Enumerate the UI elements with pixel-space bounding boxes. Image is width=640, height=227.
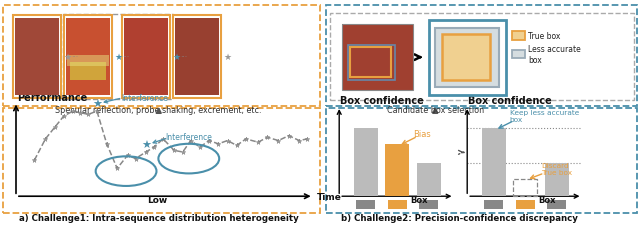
Text: Bias: Bias (413, 129, 431, 138)
Bar (326, 109, 637, 213)
Text: Performance: Performance (17, 93, 88, 103)
Bar (13, 16, 61, 99)
Bar (3, 6, 320, 107)
Bar (3, 109, 320, 213)
Text: b) Challenge2: Precision-confidence discrepancy: b) Challenge2: Precision-confidence disc… (341, 213, 578, 222)
Bar (342, 25, 413, 91)
Bar (512, 32, 525, 41)
Bar (547, 200, 566, 209)
Bar (122, 16, 170, 99)
Bar (512, 50, 525, 59)
Bar (67, 56, 109, 67)
Text: ★: ★ (141, 140, 151, 150)
Bar (388, 200, 407, 209)
Bar (342, 25, 413, 91)
Text: ···: ··· (180, 53, 188, 62)
Text: Less accurate
box: Less accurate box (528, 45, 580, 65)
Text: Discard
True box: Discard True box (541, 162, 572, 175)
Text: ···: ··· (71, 53, 79, 62)
Bar (482, 128, 506, 196)
Bar (175, 19, 219, 95)
Text: ★: ★ (223, 53, 231, 62)
Text: Interference: Interference (165, 133, 212, 142)
Text: Candidate box selection: Candidate box selection (387, 106, 484, 115)
Text: Specular reflection, probe shaking, excrement, etc.: Specular reflection, probe shaking, excr… (56, 106, 262, 115)
Text: Time: Time (317, 192, 342, 201)
Text: True box: True box (528, 32, 561, 41)
Text: Box confidence: Box confidence (468, 95, 552, 105)
Bar (173, 16, 221, 99)
Bar (417, 163, 441, 196)
Bar (330, 14, 634, 101)
Bar (435, 28, 499, 87)
Text: Box: Box (538, 195, 556, 204)
Bar (356, 200, 376, 209)
Text: ★: ★ (63, 53, 71, 62)
Bar (513, 179, 538, 196)
Text: ★: ★ (172, 53, 180, 62)
Bar (350, 48, 391, 77)
Bar (442, 35, 490, 81)
Text: Box confidence: Box confidence (340, 95, 424, 105)
Bar (66, 19, 110, 95)
Bar (545, 163, 569, 196)
Bar (354, 128, 378, 196)
Bar (64, 16, 112, 99)
Bar (419, 200, 438, 209)
Bar (516, 200, 535, 209)
Bar (63, 15, 173, 99)
Bar (15, 19, 59, 95)
Bar (429, 20, 506, 95)
Text: Keep less accurate
box: Keep less accurate box (510, 110, 579, 123)
Text: ···: ··· (122, 53, 130, 62)
Text: ★: ★ (115, 53, 122, 62)
Text: Low: Low (147, 195, 167, 204)
Bar (348, 45, 395, 81)
Bar (484, 200, 504, 209)
Text: Box: Box (410, 195, 428, 204)
Bar (385, 144, 410, 196)
Text: a) Challenge1: Intra-sequence distribution heterogeneity: a) Challenge1: Intra-sequence distributi… (19, 213, 299, 222)
Text: ★: ★ (92, 99, 102, 109)
Bar (124, 19, 168, 95)
Text: Interference: Interference (121, 93, 168, 102)
Bar (70, 62, 106, 81)
Bar (326, 6, 637, 107)
